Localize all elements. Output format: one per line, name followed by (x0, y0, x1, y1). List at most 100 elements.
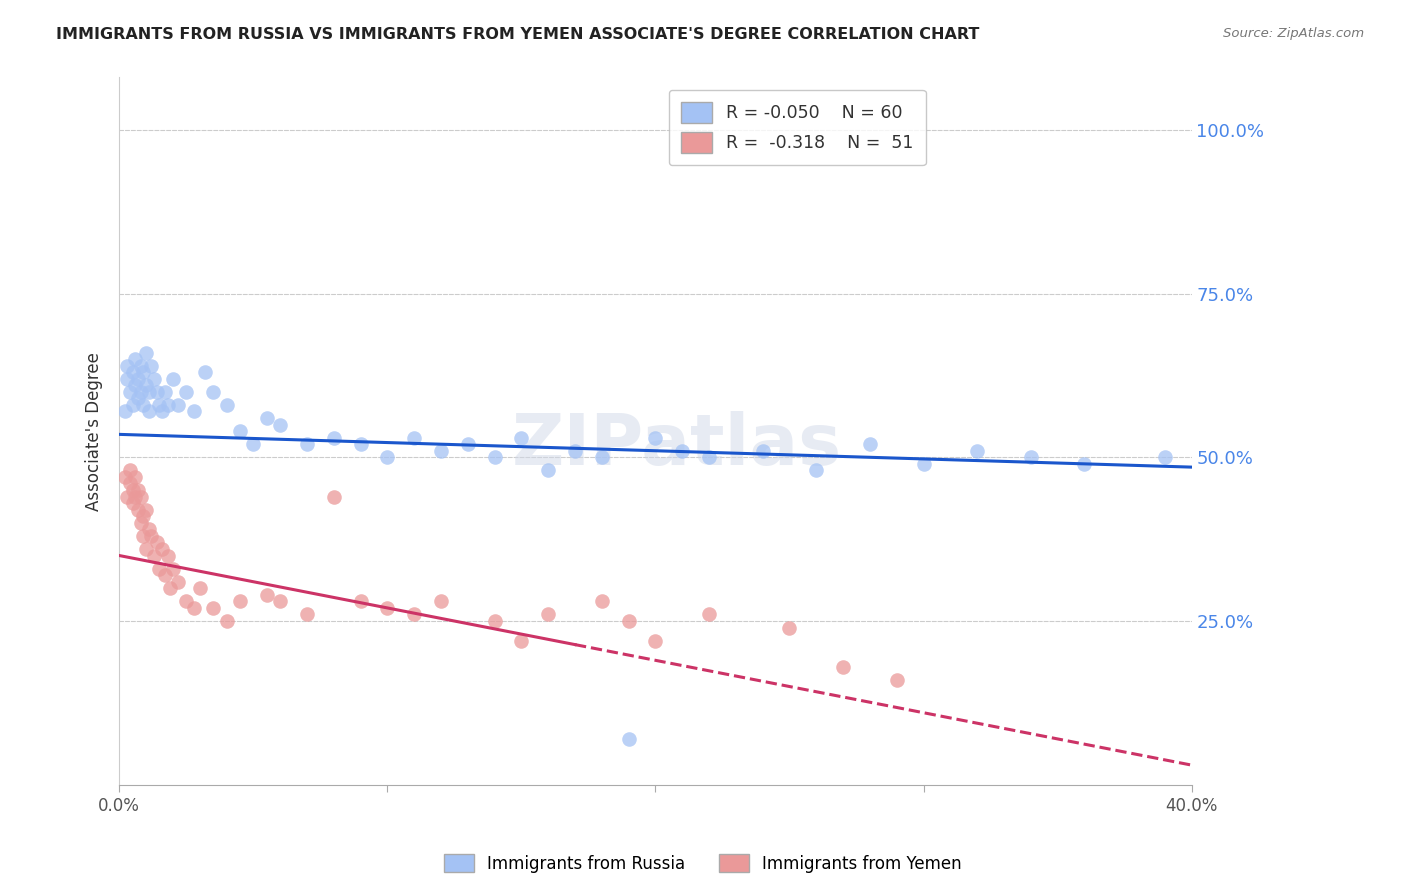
Point (430, 594, 453, 608)
Point (537, 463, 560, 477)
Point (124, 470, 146, 484)
Point (129, 384, 152, 399)
Point (138, 384, 160, 399)
Point (188, 582, 211, 596)
Point (322, 490, 344, 504)
Point (295, 607, 318, 622)
Y-axis label: Associate's Degree: Associate's Degree (86, 351, 103, 510)
Point (806, 463, 828, 477)
Point (124, 490, 146, 504)
Point (183, 404, 205, 418)
Point (242, 437, 264, 451)
Point (256, 411, 278, 425)
Point (121, 365, 143, 379)
Point (174, 594, 197, 608)
Point (1153, 450, 1175, 465)
Point (141, 529, 163, 543)
Text: ZIPatlas: ZIPatlas (512, 410, 842, 480)
Point (697, 450, 720, 465)
Point (153, 384, 176, 399)
Legend: R = -0.050    N = 60, R =  -0.318    N =  51: R = -0.050 N = 60, R = -0.318 N = 51 (669, 90, 925, 165)
Point (269, 417, 291, 432)
Point (121, 496, 143, 510)
Point (148, 398, 170, 412)
Point (132, 398, 155, 412)
Point (162, 372, 184, 386)
Point (117, 490, 139, 504)
Point (127, 392, 149, 406)
Point (124, 378, 146, 392)
Point (138, 522, 160, 536)
Point (150, 541, 173, 556)
Point (141, 359, 163, 373)
Point (617, 614, 640, 628)
Point (129, 516, 152, 530)
Point (591, 450, 613, 465)
Point (404, 431, 426, 445)
Point (377, 450, 399, 465)
Point (132, 365, 155, 379)
Text: IMMIGRANTS FROM RUSSIA VS IMMIGRANTS FROM YEMEN ASSOCIATE'S DEGREE CORRELATION C: IMMIGRANTS FROM RUSSIA VS IMMIGRANTS FRO… (56, 27, 980, 42)
Point (135, 345, 157, 359)
Point (150, 404, 173, 418)
Point (124, 352, 146, 367)
Point (966, 443, 988, 458)
Point (146, 384, 169, 399)
Point (377, 601, 399, 615)
Point (484, 614, 506, 628)
Point (148, 561, 170, 575)
Point (146, 535, 169, 549)
Point (194, 365, 217, 379)
Point (832, 660, 855, 674)
Point (135, 541, 157, 556)
Point (202, 384, 225, 399)
Point (457, 437, 479, 451)
Point (564, 443, 586, 458)
Point (751, 443, 773, 458)
Point (269, 594, 291, 608)
Point (484, 450, 506, 465)
Point (117, 372, 139, 386)
Point (183, 601, 205, 615)
Point (349, 437, 371, 451)
Point (430, 443, 453, 458)
Point (510, 633, 533, 648)
Point (121, 398, 143, 412)
Point (114, 470, 136, 484)
Point (912, 457, 935, 471)
Point (127, 483, 149, 497)
Point (671, 443, 693, 458)
Point (156, 549, 179, 563)
Point (215, 614, 238, 628)
Point (114, 404, 136, 418)
Point (127, 502, 149, 516)
Point (167, 398, 190, 412)
Point (135, 502, 157, 516)
Point (132, 529, 155, 543)
Point (591, 594, 613, 608)
Point (295, 437, 318, 451)
Point (129, 490, 152, 504)
Point (143, 549, 166, 563)
Point (859, 437, 882, 451)
Point (127, 372, 149, 386)
Point (143, 372, 166, 386)
Point (1019, 450, 1042, 465)
Point (153, 568, 176, 582)
Point (256, 588, 278, 602)
Point (322, 431, 344, 445)
Point (135, 378, 157, 392)
Legend: Immigrants from Russia, Immigrants from Yemen: Immigrants from Russia, Immigrants from … (437, 847, 969, 880)
Point (229, 424, 252, 438)
Point (118, 463, 141, 477)
Point (215, 398, 238, 412)
Point (349, 594, 371, 608)
Point (404, 607, 426, 622)
Point (886, 673, 908, 687)
Point (644, 633, 666, 648)
Point (121, 483, 143, 497)
Point (156, 398, 179, 412)
Text: Source: ZipAtlas.com: Source: ZipAtlas.com (1223, 27, 1364, 40)
Point (162, 561, 184, 575)
Point (118, 384, 141, 399)
